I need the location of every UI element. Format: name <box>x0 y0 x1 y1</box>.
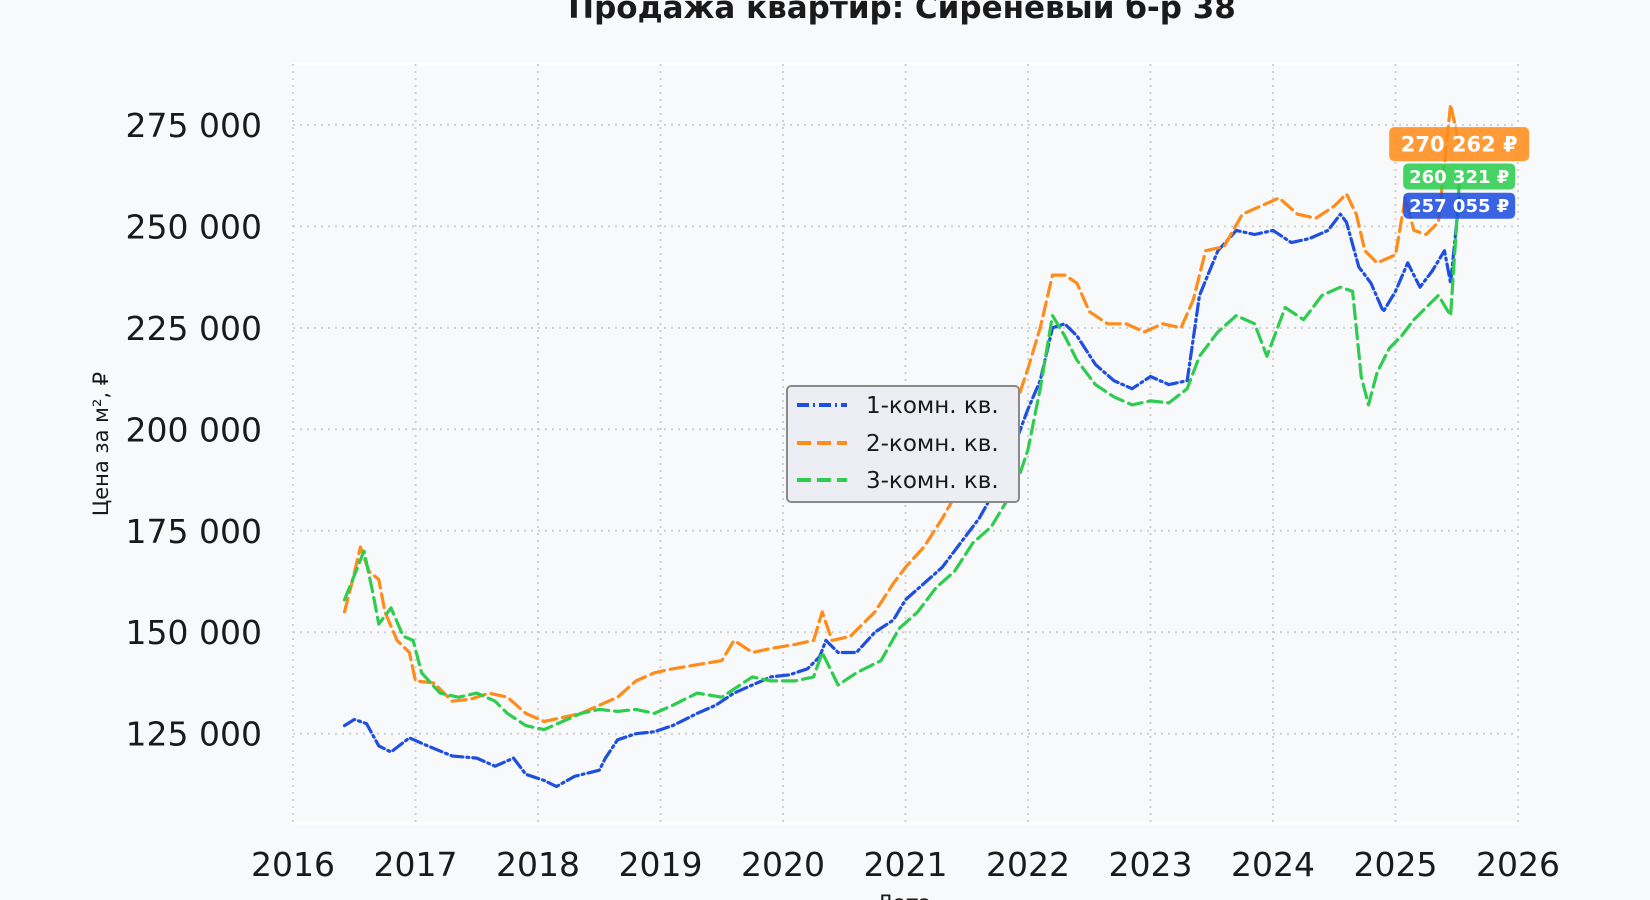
y-tick-label: 125 000 <box>126 715 262 754</box>
series-line-2 <box>342 103 1461 724</box>
x-tick-label: 2019 <box>619 845 703 884</box>
y-axis-label: Цена за м², ₽ <box>89 372 113 516</box>
series-line-3 <box>342 182 1461 732</box>
x-tick-label: 2020 <box>741 845 825 884</box>
y-tick-label: 225 000 <box>126 309 262 348</box>
end-label-badge-1 <box>1403 192 1516 219</box>
end-value-labels: 257 055 ₽ 260 321 ₽ 270 262 ₽ <box>1389 127 1530 219</box>
end-label-value-2: 270 262 ₽ <box>1401 133 1518 157</box>
chart-title: Продажа квартир: Сиреневый б-р 38 <box>568 0 1236 26</box>
legend: 1-комн. кв. 2-комн. кв. 3-комн. кв. <box>786 385 1020 503</box>
series-line-1 <box>342 196 1461 789</box>
y-tick-label: 175 000 <box>126 512 262 551</box>
x-tick-label: 2025 <box>1354 845 1438 884</box>
legend-box <box>786 385 1020 503</box>
x-tick-labels: 2016 2017 2018 2019 2020 2021 2022 2023 2024 2025… <box>251 845 1560 884</box>
y-tick-label: 250 000 <box>126 207 262 246</box>
x-axis-label: Дата <box>877 891 931 900</box>
y-tick-label: 200 000 <box>126 410 262 449</box>
legend-label-3: 3-комн. кв. <box>866 468 999 494</box>
x-tick-label: 2022 <box>986 845 1070 884</box>
x-tick-label: 2024 <box>1231 845 1315 884</box>
x-tick-label: 2017 <box>374 845 458 884</box>
legend-label-2: 2-комн. кв. <box>866 431 999 457</box>
end-label-value-1: 257 055 ₽ <box>1409 196 1509 217</box>
x-tick-label: 2021 <box>864 845 948 884</box>
series-lines <box>342 103 1461 789</box>
x-tick-label: 2023 <box>1109 845 1193 884</box>
y-tick-labels: 125 000 150 000 175 000 200 000 225 000 250 0… <box>126 106 262 754</box>
legend-label-1: 1-комн. кв. <box>866 393 999 419</box>
end-label-badge-3 <box>1403 163 1516 190</box>
x-tick-label: 2016 <box>251 845 335 884</box>
x-tick-label: 2026 <box>1476 845 1560 884</box>
y-tick-label: 150 000 <box>126 613 262 652</box>
end-label-badge-2 <box>1389 127 1530 162</box>
x-tick-label: 2018 <box>496 845 580 884</box>
y-tick-label: 275 000 <box>126 106 262 145</box>
end-label-value-3: 260 321 ₽ <box>1409 167 1509 188</box>
